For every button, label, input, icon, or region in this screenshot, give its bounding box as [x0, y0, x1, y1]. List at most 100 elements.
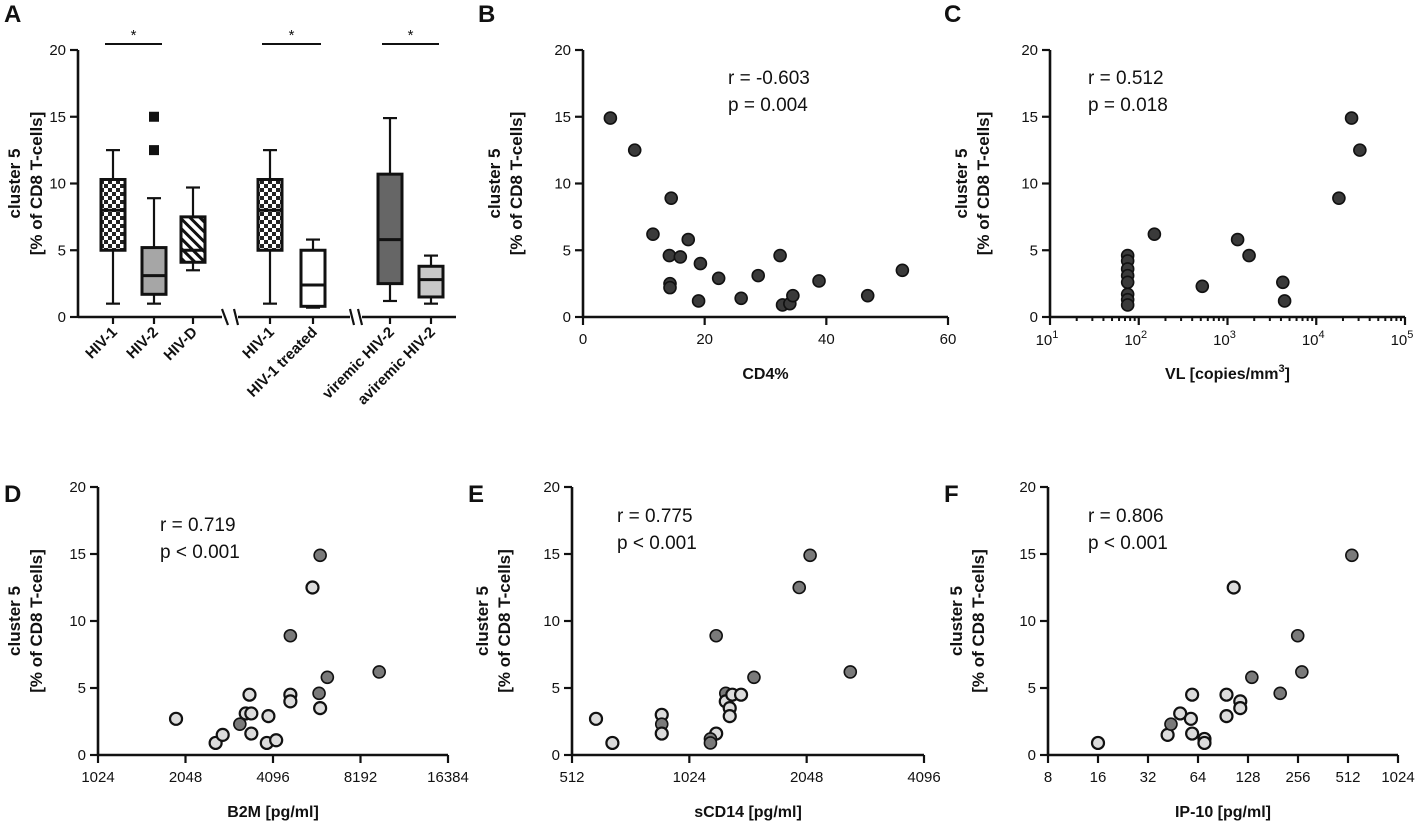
data-point [673, 250, 688, 264]
data-point [1164, 717, 1178, 731]
data-point [1120, 298, 1135, 312]
data-point [1147, 227, 1162, 242]
panel-f: F 0 5 10 15 20 cluster 5 [% of CD8 T-cells] 8 16 3… [944, 479, 1415, 821]
data-point [693, 256, 708, 271]
group-label: viremic HIV-2 [319, 324, 398, 403]
data-point [1120, 275, 1135, 290]
x-tick-label: 1024 [673, 769, 706, 786]
box-body [376, 172, 404, 286]
data-point [733, 687, 749, 702]
y-tick-label: 15 [554, 109, 571, 126]
y-tick-label: 5 [1030, 242, 1038, 259]
correlation-r: r = 0.719 [160, 515, 236, 536]
data-point [312, 686, 326, 701]
y-tick-label: 0 [58, 309, 66, 326]
y-axis-label: [% of CD8 T-cells] [969, 549, 988, 693]
box-body [256, 177, 284, 252]
box-body [99, 177, 127, 252]
x-axis-label: CD4% [742, 366, 788, 383]
data-point [751, 268, 766, 283]
data-point [1233, 700, 1248, 716]
y-tick-label: 15 [543, 546, 560, 563]
y-tick-label: 15 [69, 546, 86, 563]
group-label: HIV-2 [123, 324, 162, 363]
outlier [149, 145, 159, 156]
data-point [320, 670, 335, 685]
x-tick-label: 2048 [790, 769, 823, 786]
y-tick-label: 0 [78, 747, 86, 764]
y-tick-label: 20 [543, 479, 560, 496]
box-2: HIV-2 [123, 111, 168, 363]
data-point [1219, 709, 1234, 724]
x-tick-label: 0 [579, 331, 587, 348]
data-point [242, 687, 257, 702]
data-point [1273, 686, 1287, 701]
x-tick-label: 1024 [81, 769, 114, 786]
x-tick-label: 128 [1235, 769, 1260, 786]
panel-e: E 0 5 10 15 20 cluster 5 [% of CD8 T-cells] 512 1… [468, 479, 941, 821]
data-point [372, 665, 386, 679]
y-tick-label: 5 [58, 242, 66, 259]
y-tick-label: 20 [554, 42, 571, 59]
x-tick-label: 4096 [256, 769, 289, 786]
data-point [1197, 735, 1212, 751]
y-axis-label: cluster 5 [5, 149, 24, 219]
correlation-p: p = 0.004 [728, 95, 808, 116]
data-point [1090, 735, 1106, 751]
y-tick-label: 5 [1028, 680, 1036, 697]
box-4: HIV-1 [239, 149, 284, 363]
data-point [1226, 580, 1241, 595]
y-axis-label: [% of CD8 T-cells] [27, 112, 46, 256]
x-tick-label: 64 [1190, 769, 1207, 786]
y-tick-label: 10 [554, 176, 571, 193]
correlation-r: r = 0.512 [1088, 68, 1164, 89]
y-axis-label: cluster 5 [5, 586, 24, 656]
y-axis-label: [% of CD8 T-cells] [27, 549, 46, 693]
group-label: HIV-D [161, 324, 201, 364]
x-tick-label: 512 [1335, 769, 1360, 786]
data-point [646, 227, 660, 242]
y-tick-label: 0 [1030, 309, 1038, 326]
data-point [662, 248, 677, 263]
significance-star: * [289, 27, 295, 44]
data-point [603, 111, 618, 125]
axis-break [356, 308, 364, 326]
panel-letter: E [468, 481, 484, 508]
data-point [1290, 628, 1305, 643]
y-tick-label: 5 [563, 242, 571, 259]
correlation-r: r = 0.775 [617, 506, 693, 527]
y-axis-label: [% of CD8 T-cells] [495, 549, 514, 693]
axis-break [348, 308, 356, 326]
data-point [747, 670, 761, 685]
x-tick-label: 256 [1285, 769, 1310, 786]
significance: * [105, 27, 162, 45]
data-point [792, 580, 807, 595]
x-axis-label: VL [copies/mm3] [1165, 363, 1290, 383]
panel-letter: C [944, 1, 961, 28]
data-point [305, 580, 320, 595]
data-point [244, 726, 259, 741]
x-tick-label: 105 [1391, 329, 1414, 349]
y-axis-label: cluster 5 [952, 149, 971, 219]
data-point [812, 274, 826, 288]
y-tick-label: 10 [1021, 176, 1038, 193]
data-point [895, 263, 910, 278]
correlation-p: p < 0.001 [617, 533, 697, 554]
x-tick-label: 16384 [427, 769, 469, 786]
y-tick-label: 15 [1019, 546, 1036, 563]
data-point [283, 694, 298, 709]
y-axis-label: cluster 5 [947, 586, 966, 656]
group-label: HIV-1 [239, 324, 278, 363]
data-point [269, 733, 284, 748]
x-tick-label: 8 [1044, 769, 1052, 786]
data-point [709, 628, 723, 643]
y-axis-label: cluster 5 [485, 149, 504, 219]
data-point [1276, 275, 1290, 290]
data-point [1277, 294, 1292, 308]
data-point [773, 248, 787, 263]
data-point [681, 232, 696, 247]
data-point [283, 628, 298, 643]
data-point [691, 294, 706, 308]
data-point [1195, 279, 1210, 294]
